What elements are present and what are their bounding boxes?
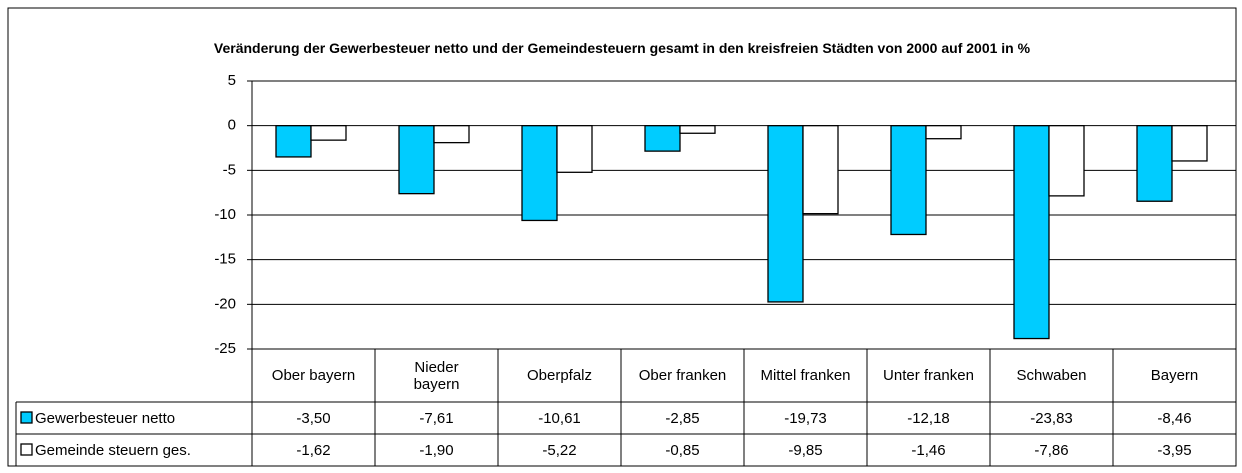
legend-label: Gewerbesteuer netto — [35, 409, 176, 427]
y-tick-label: -25 — [214, 340, 236, 357]
table-value: -5,22 — [542, 441, 577, 459]
table-value: -0,85 — [665, 441, 700, 459]
table-value: -1,62 — [296, 441, 331, 459]
bar — [398, 125, 435, 195]
y-tick-label: 5 — [228, 72, 236, 89]
bar — [1171, 125, 1208, 162]
table-value: -23,83 — [1030, 409, 1073, 427]
y-tick-label: -10 — [214, 206, 236, 223]
y-tick-label: -20 — [214, 295, 236, 312]
bar — [767, 125, 804, 303]
x-tick-label: Unter franken — [883, 367, 974, 384]
y-tick-label: -5 — [223, 161, 236, 178]
x-tick-label: Ober franken — [638, 367, 727, 384]
legend-label: Gemeinde steuern ges. — [35, 441, 191, 459]
table-value: -10,61 — [538, 409, 581, 427]
bar — [556, 125, 593, 173]
table-value: -12,18 — [907, 409, 950, 427]
table-value: -8,46 — [1157, 409, 1192, 427]
legend-key — [20, 443, 33, 456]
bar — [890, 125, 927, 236]
table-value: -2,85 — [665, 409, 700, 427]
legend-key — [20, 411, 33, 424]
bar — [433, 125, 470, 144]
bar — [1136, 125, 1173, 202]
bar — [802, 125, 839, 215]
x-tick-label: Nieder bayern — [413, 358, 460, 393]
bar — [644, 125, 681, 152]
bar — [310, 125, 347, 141]
x-tick-label: Mittel franken — [760, 367, 851, 384]
y-tick-label: 0 — [228, 117, 236, 134]
bar — [1013, 125, 1050, 340]
bar — [521, 125, 558, 222]
table-value: -1,90 — [419, 441, 454, 459]
table-value: -1,46 — [911, 441, 946, 459]
table-value: -9,85 — [788, 441, 823, 459]
bar — [275, 125, 312, 158]
chart-title: Veränderung der Gewerbesteuer netto und … — [213, 40, 1031, 56]
table-value: -7,61 — [419, 409, 454, 427]
table-value: -19,73 — [784, 409, 827, 427]
table-value: -7,86 — [1034, 441, 1069, 459]
table-value: -3,50 — [296, 409, 331, 427]
x-tick-label: Bayern — [1150, 367, 1199, 384]
bar — [679, 125, 716, 134]
x-tick-label: Oberpfalz — [526, 367, 593, 384]
bar — [925, 125, 962, 140]
bar — [1048, 125, 1085, 197]
table-value: -3,95 — [1157, 441, 1192, 459]
x-tick-label: Ober bayern — [271, 367, 356, 384]
x-tick-label: Schwaben — [1016, 367, 1087, 384]
y-tick-label: -15 — [214, 251, 236, 268]
